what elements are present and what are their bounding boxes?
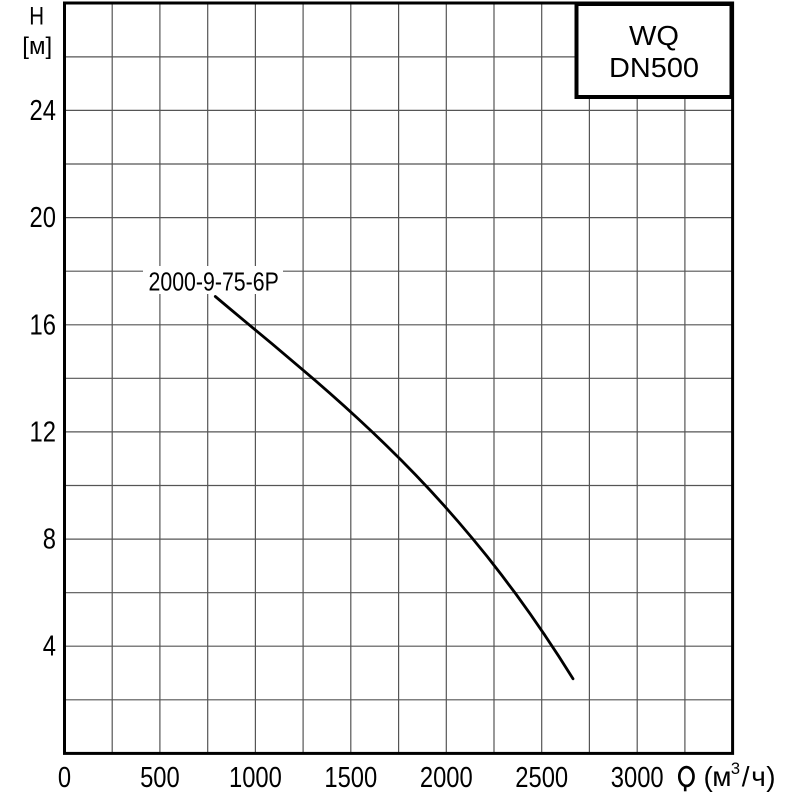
- svg-text:2000: 2000: [420, 761, 473, 794]
- svg-text:2000-9-75-6P: 2000-9-75-6P: [149, 268, 279, 298]
- svg-text:(: (: [704, 761, 714, 792]
- svg-text:WQ: WQ: [629, 20, 679, 51]
- svg-text:м: м: [712, 761, 731, 792]
- svg-text:0: 0: [58, 761, 71, 794]
- svg-text:3: 3: [731, 760, 740, 778]
- svg-text:12: 12: [30, 415, 56, 448]
- svg-text:DN500: DN500: [609, 52, 699, 83]
- svg-text:2500: 2500: [515, 761, 568, 794]
- svg-text:16: 16: [30, 308, 56, 341]
- svg-text:4: 4: [43, 629, 56, 662]
- svg-text:24: 24: [30, 94, 56, 127]
- svg-text:8: 8: [43, 522, 56, 555]
- svg-text:/: /: [742, 761, 750, 792]
- svg-text:500: 500: [140, 761, 180, 794]
- svg-text:1000: 1000: [229, 761, 282, 794]
- svg-text:): ): [766, 761, 775, 792]
- svg-text:[м]: [м]: [22, 33, 52, 60]
- svg-text:20: 20: [30, 201, 56, 234]
- svg-text:ч: ч: [751, 761, 766, 792]
- svg-text:3000: 3000: [611, 761, 664, 794]
- svg-text:1500: 1500: [324, 761, 377, 794]
- svg-text:H: H: [29, 2, 44, 30]
